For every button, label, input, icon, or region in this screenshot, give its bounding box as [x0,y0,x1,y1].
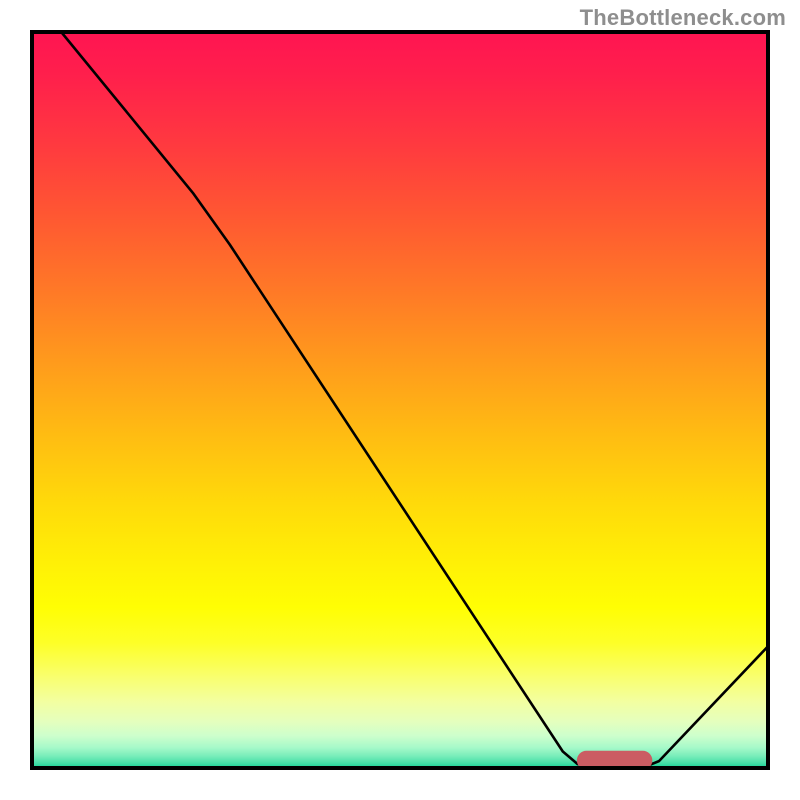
plot-svg [30,30,770,770]
optimal-marker [577,751,652,770]
chart-container: TheBottleneck.com [0,0,800,800]
watermark-text: TheBottleneck.com [580,5,786,31]
plot-area [30,30,770,770]
gradient-background [30,30,770,770]
